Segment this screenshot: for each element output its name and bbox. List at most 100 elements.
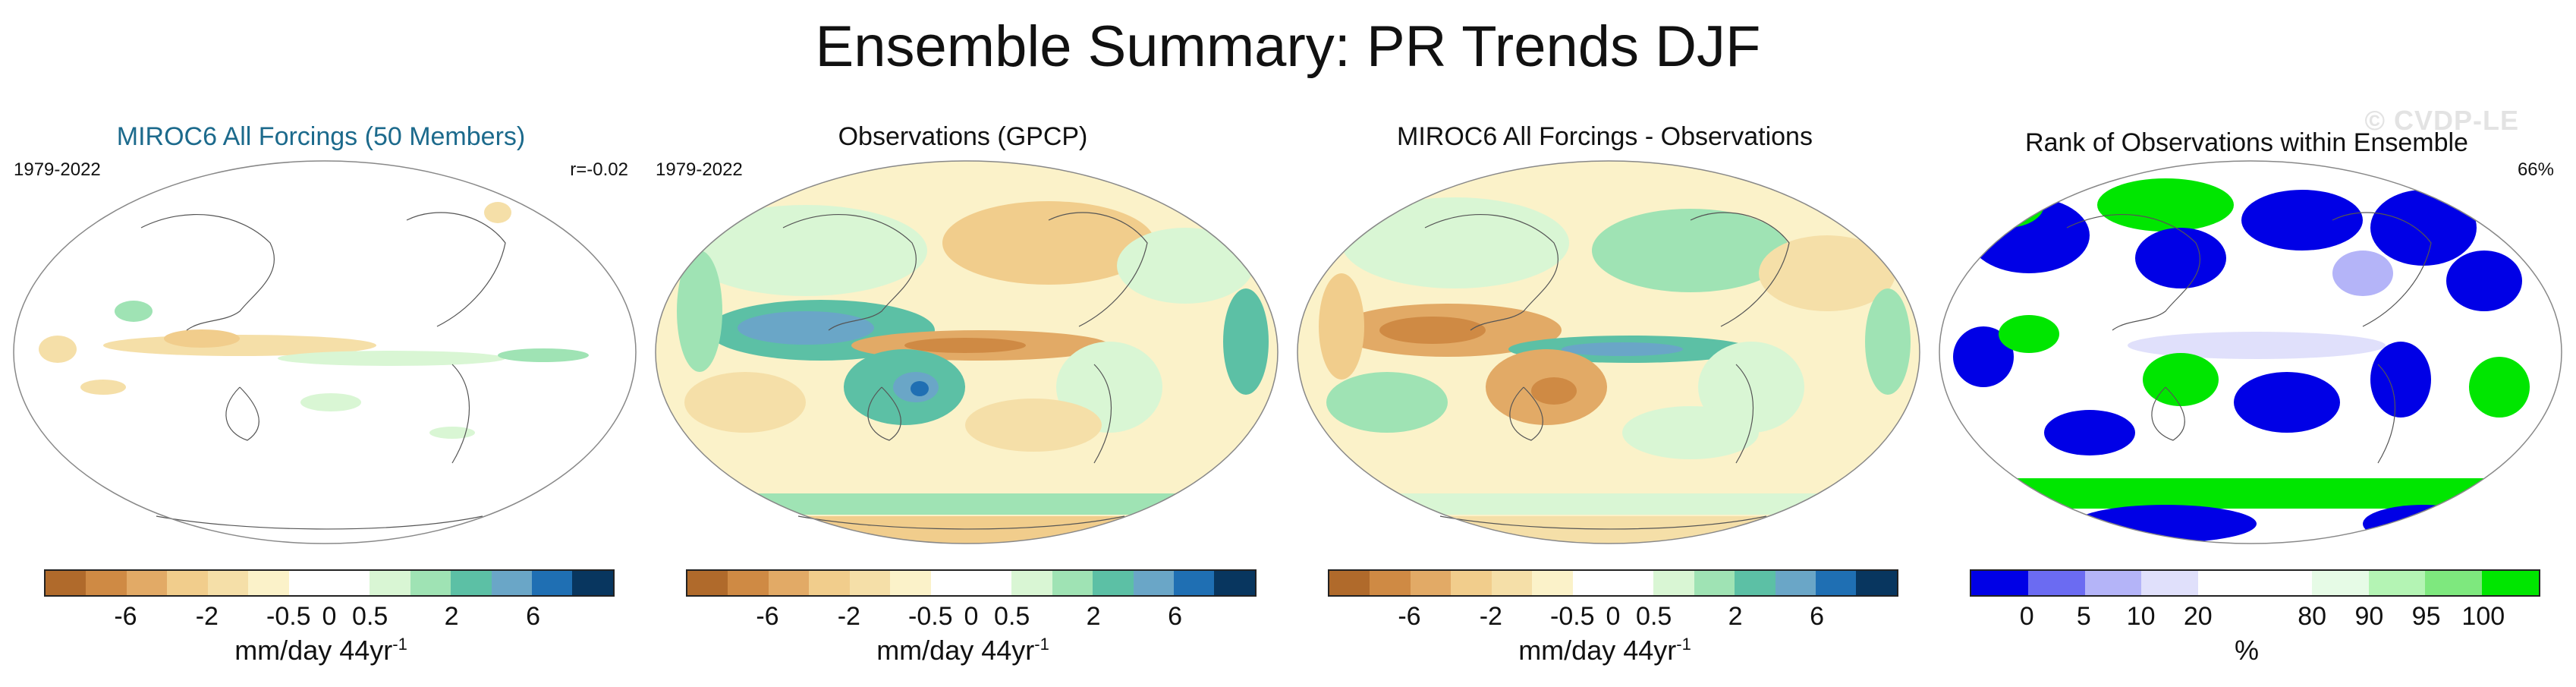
colorbar-tick: 10 xyxy=(2126,602,2156,631)
colorbar-swatch xyxy=(1052,571,1093,595)
colorbar-units: mm/day 44yr xyxy=(1518,635,1677,666)
colorbar-tick: -6 xyxy=(1398,602,1421,631)
colorbar-tick: 100 xyxy=(2461,602,2505,631)
colorbar-tick: 0 xyxy=(1606,602,1621,631)
colorbar-tick: -2 xyxy=(1479,602,1502,631)
colorbar-swatch xyxy=(572,571,613,595)
colorbar-swatch xyxy=(1011,571,1052,595)
colorbar-swatch xyxy=(86,571,127,595)
colorbar-tick: 2 xyxy=(1728,602,1743,631)
panel-difference: MIROC6 All Forcings - Observations xyxy=(1284,0,1926,687)
colorbar-swatch xyxy=(2311,571,2369,595)
colorbar xyxy=(686,569,1257,597)
colorbar-swatch xyxy=(1451,571,1492,595)
panel-title: Rank of Observations within Ensemble xyxy=(2025,128,2468,157)
colorbar-swatch xyxy=(2425,571,2483,595)
colorbar-ticks: -6 -2 -0.5 0 0.5 2 6 xyxy=(44,601,615,632)
colorbar-swatch xyxy=(207,571,249,595)
colorbar-swatch xyxy=(1410,571,1452,595)
colorbar-swatch xyxy=(491,571,533,595)
colorbar-tick: 0.5 xyxy=(994,602,1030,631)
colorbar-swatch xyxy=(1856,571,1897,595)
colorbar-label: mm/day 44yr-1 xyxy=(0,635,642,667)
colorbar-swatch xyxy=(2084,571,2142,595)
trend-map xyxy=(1297,160,1920,544)
colorbar-swatch xyxy=(1653,571,1694,595)
colorbar-tick: -6 xyxy=(114,602,137,631)
panel-model: MIROC6 All Forcings (50 Members) 1979-20… xyxy=(0,0,642,687)
colorbar-tick: 2 xyxy=(444,602,459,631)
panel-title: MIROC6 All Forcings (50 Members) xyxy=(116,122,526,151)
colorbar-swatch xyxy=(1093,571,1134,595)
colorbar-swatch xyxy=(329,571,370,595)
colorbar-units: % xyxy=(2234,635,2259,666)
colorbar-tick: 6 xyxy=(526,602,540,631)
colorbar-tick: 5 xyxy=(2076,602,2091,631)
colorbar-label: mm/day 44yr-1 xyxy=(1284,635,1926,667)
colorbar-swatch xyxy=(1572,571,1613,595)
colorbar-swatch xyxy=(2027,571,2085,595)
colorbar-tick: 20 xyxy=(2183,602,2213,631)
period-label: 1979-2022 xyxy=(656,159,743,180)
colorbar-swatch xyxy=(1329,571,1370,595)
colorbar xyxy=(1970,569,2540,597)
colorbar-tick: -6 xyxy=(756,602,779,631)
colorbar-tick: -0.5 xyxy=(908,602,953,631)
colorbar-units-exponent: -1 xyxy=(392,635,407,654)
colorbar-tick: -2 xyxy=(837,602,860,631)
percent-label: 66% xyxy=(2517,159,2554,180)
colorbar-ticks: 0 5 10 20 80 90 95 100 xyxy=(1970,601,2540,632)
colorbar-swatch xyxy=(849,571,891,595)
period-label: 1979-2022 xyxy=(14,159,101,180)
rank-map xyxy=(1939,160,2562,544)
colorbar-swatch xyxy=(532,571,573,595)
colorbar-tick: 0.5 xyxy=(352,602,388,631)
colorbar-tick: 6 xyxy=(1810,602,1824,631)
colorbar-swatch xyxy=(1775,571,1816,595)
colorbar-swatch xyxy=(687,571,728,595)
colorbar xyxy=(1328,569,1898,597)
colorbar-swatch xyxy=(1694,571,1735,595)
colorbar-tick: 95 xyxy=(2411,602,2441,631)
colorbar-units-exponent: -1 xyxy=(1676,635,1691,654)
trend-map xyxy=(13,160,637,544)
colorbar-swatch xyxy=(768,571,810,595)
colorbar-swatch xyxy=(1735,571,1776,595)
panel-title: Observations (GPCP) xyxy=(838,122,1088,151)
colorbar-tick: -2 xyxy=(195,602,219,631)
colorbar-swatch xyxy=(970,571,1012,595)
colorbar-units-exponent: -1 xyxy=(1034,635,1049,654)
colorbar-tick: 90 xyxy=(2354,602,2384,631)
colorbar-tick: -0.5 xyxy=(1550,602,1595,631)
colorbar-swatch xyxy=(1491,571,1533,595)
colorbar-swatch xyxy=(1971,571,2028,595)
colorbar-tick: 0 xyxy=(322,602,337,631)
colorbar-swatch xyxy=(126,571,168,595)
colorbar-swatch xyxy=(248,571,289,595)
colorbar-units: mm/day 44yr xyxy=(876,635,1035,666)
colorbar-swatch xyxy=(288,571,329,595)
colorbar-swatch xyxy=(1816,571,1857,595)
page-title: Ensemble Summary: PR Trends DJF xyxy=(815,14,1761,79)
colorbar-swatch xyxy=(2482,571,2539,595)
watermark: © CVDP-LE xyxy=(2364,105,2519,136)
colorbar-swatch xyxy=(2368,571,2426,595)
colorbar-swatch xyxy=(370,571,410,595)
colorbar-tick: 2 xyxy=(1086,602,1101,631)
colorbar-tick: -0.5 xyxy=(266,602,311,631)
panel-observations: Observations (GPCP) 1979-2022 xyxy=(642,0,1284,687)
colorbar-swatch xyxy=(890,571,931,595)
colorbar-tick: 6 xyxy=(1168,602,1182,631)
panel-title: MIROC6 All Forcings - Observations xyxy=(1397,122,1813,151)
colorbar-tick: 0.5 xyxy=(1636,602,1672,631)
correlation-label: r=-0.02 xyxy=(570,159,628,180)
colorbar-label: % xyxy=(1926,635,2568,667)
colorbar-swatch xyxy=(809,571,850,595)
colorbar-ticks: -6 -2 -0.5 0 0.5 2 6 xyxy=(1328,601,1898,632)
trend-map xyxy=(655,160,1279,544)
colorbar-units: mm/day 44yr xyxy=(234,635,393,666)
colorbar-swatch xyxy=(728,571,769,595)
colorbar-ticks: -6 -2 -0.5 0 0.5 2 6 xyxy=(686,601,1257,632)
colorbar-swatch xyxy=(1612,571,1654,595)
colorbar-swatch xyxy=(2254,571,2312,595)
